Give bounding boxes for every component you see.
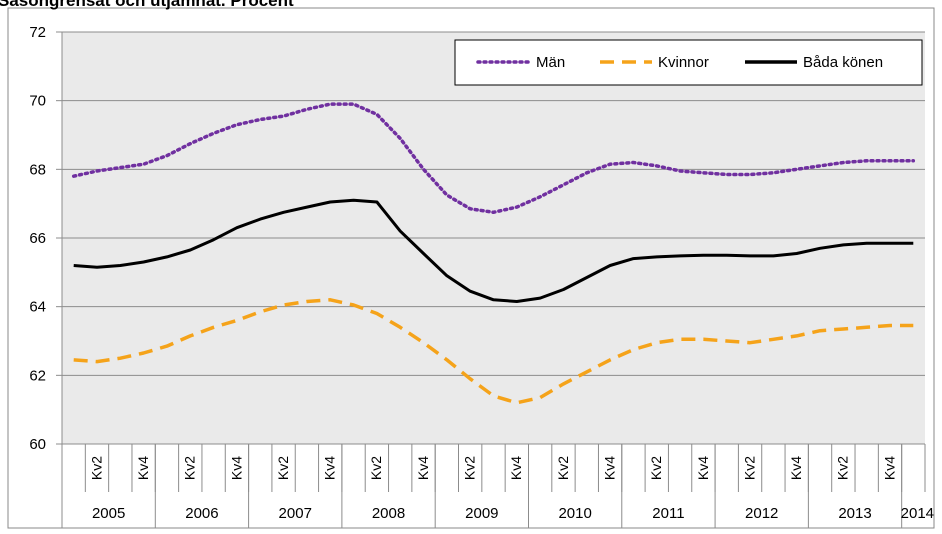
year-label: 2007	[279, 505, 312, 522]
x-tick-label: Kv4	[881, 456, 897, 480]
x-tick-label: Kv2	[462, 456, 478, 480]
year-label: 2012	[745, 505, 778, 522]
legend-label: Båda könen	[803, 54, 883, 71]
x-tick-label: Kv2	[741, 456, 757, 480]
series-line	[73, 298, 914, 405]
legend-label: Kvinnor	[658, 54, 709, 71]
x-tick-label: Kv4	[695, 456, 711, 480]
series-line	[73, 198, 914, 303]
x-tick-label: Kv4	[135, 456, 151, 480]
year-label: 2005	[92, 505, 125, 522]
y-tick-label: 60	[29, 436, 46, 453]
series-line	[71, 102, 916, 215]
x-tick-label: Kv4	[415, 456, 431, 480]
y-tick-label: 66	[29, 230, 46, 247]
x-tick-label: Kv2	[275, 456, 291, 480]
x-tick-label: Kv2	[648, 456, 664, 480]
x-tick-label: Kv4	[508, 456, 524, 480]
y-tick-label: 72	[29, 24, 46, 41]
x-tick-label: Kv2	[368, 456, 384, 480]
x-tick-label: Kv2	[835, 456, 851, 480]
year-label: 2008	[372, 505, 405, 522]
year-label: 2010	[558, 505, 591, 522]
year-label: 2011	[652, 505, 684, 522]
x-tick-label: Kv4	[788, 456, 804, 480]
y-tick-label: 62	[29, 367, 46, 384]
y-tick-label: 68	[29, 161, 46, 178]
x-tick-label: Kv4	[322, 456, 338, 480]
x-tick-label: Kv4	[228, 456, 244, 480]
y-tick-label: 64	[29, 299, 46, 316]
year-label: 2009	[465, 505, 498, 522]
year-label: 2014	[901, 505, 934, 522]
legend	[454, 39, 923, 86]
year-label: 2013	[838, 505, 871, 522]
x-tick-label: Kv4	[601, 456, 617, 480]
x-tick-label: Kv2	[182, 456, 198, 480]
chart-title: Säsongrensat och utjämnat. Procent	[0, 0, 294, 10]
x-tick-label: Kv2	[88, 456, 104, 480]
y-tick-label: 70	[29, 93, 46, 110]
year-label: 2006	[185, 505, 218, 522]
legend-label: Män	[536, 54, 565, 71]
x-tick-label: Kv2	[555, 456, 571, 480]
